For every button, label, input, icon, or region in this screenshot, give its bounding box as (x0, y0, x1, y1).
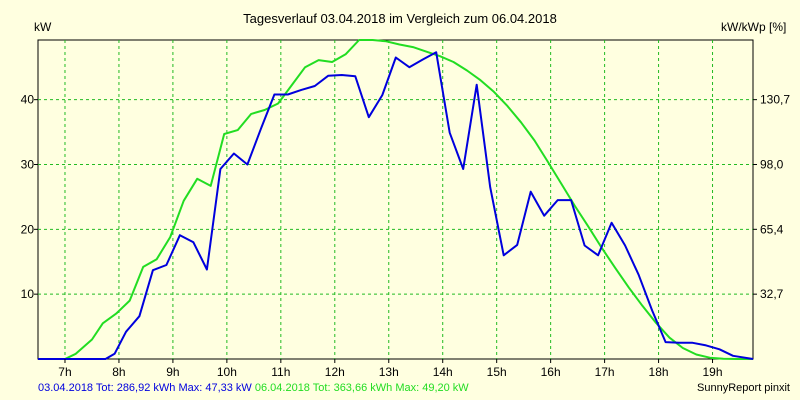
x-tick-label: 13h (379, 365, 399, 379)
legend-series1: 03.04.2018 Tot: 286,92 kWh Max: 47,33 kW (38, 382, 252, 394)
y-tick-label: 20 (21, 222, 35, 236)
x-tick-label: 18h (649, 365, 669, 379)
x-axis: 7h 8h 9h 10h 11h 12h 13h 14h 15h 16h 17h 18h 19h (58, 359, 723, 379)
y-right-tick-label: 65,4 (760, 222, 784, 236)
y-right-tick-label: 32,7 (760, 287, 784, 301)
x-tick-label: 10h (217, 365, 237, 379)
x-tick-label: 7h (58, 365, 71, 379)
legend-series2: 06.04.2018 Tot: 363,66 kWh Max: 49,20 kW (254, 382, 469, 394)
chart-title: Tagesverlauf 03.04.2018 im Vergleich zum… (243, 11, 557, 26)
x-tick-label: 14h (433, 365, 453, 379)
x-tick-label: 12h (325, 365, 345, 379)
y-tick-label: 30 (21, 157, 35, 171)
x-tick-label: 17h (595, 365, 615, 379)
y-tick-label: 10 (21, 287, 35, 301)
y-axis-right: 32,7 65,4 98,0 130,7 (753, 93, 790, 301)
y-tick-label: 40 (21, 93, 35, 107)
x-tick-label: 8h (112, 365, 125, 379)
x-tick-label: 16h (541, 365, 561, 379)
series-layer (38, 39, 754, 360)
y-right-tick-label: 98,0 (760, 157, 784, 171)
legend: 03.04.2018 Tot: 286,92 kWh Max: 47,33 kW… (38, 382, 469, 394)
x-tick-label: 9h (166, 365, 179, 379)
credit-text: SunnyReport pinxit (697, 382, 790, 394)
y-axis-left: 10 20 30 40 (21, 93, 38, 301)
series-line-1 (38, 51, 754, 360)
y-right-tick-label: 130,7 (760, 93, 790, 107)
series-line-2 (38, 39, 753, 360)
x-tick-label: 19h (703, 365, 723, 379)
x-tick-label: 15h (487, 365, 507, 379)
x-tick-label: 11h (271, 365, 290, 379)
plot-area (37, 39, 754, 360)
y-axis-left-label: kW (34, 20, 52, 34)
y-axis-right-label: kW/kWp [%] (721, 20, 786, 34)
